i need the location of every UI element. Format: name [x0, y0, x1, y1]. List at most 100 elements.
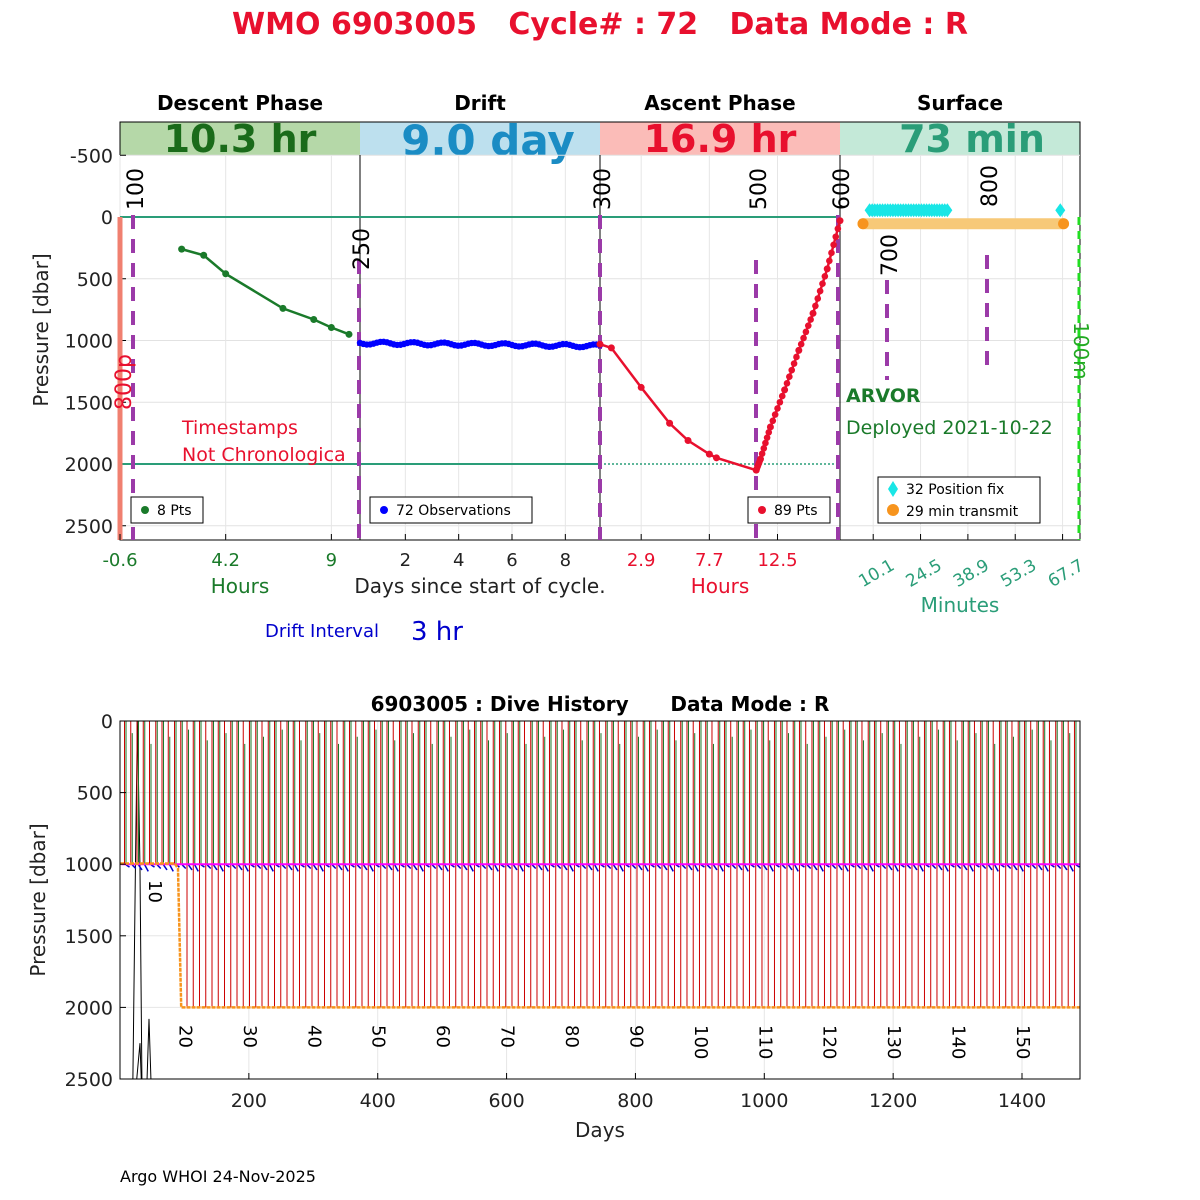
drift-x-axis-label: Days since start of cycle.: [354, 574, 605, 598]
drift-segment: [756, 864, 762, 870]
drift-segment: [1012, 864, 1018, 871]
drift-segment: [356, 864, 362, 870]
x-tick-label: 24.5: [903, 556, 946, 592]
drift-legend: 72 Observations: [369, 496, 533, 524]
drift-segment: [975, 864, 980, 868]
duration-surface: 73 min: [899, 117, 1045, 161]
drift-segment: [156, 864, 162, 870]
drift-interval-value: 3 hr: [411, 617, 463, 647]
phase-title-surface: Surface: [917, 91, 1003, 115]
deployed-date: Deployed 2021-10-22: [846, 417, 1053, 439]
drift-segment: [787, 864, 793, 871]
ascent-point: [666, 419, 674, 427]
drift-segment: [1069, 864, 1074, 872]
drift-segment: [200, 864, 205, 868]
drift-segment: [681, 864, 687, 870]
bottom-x-axis: 200 400 600 800 1000 1200 1400: [231, 1073, 1046, 1112]
cycle-number-label: 140: [948, 1025, 969, 1059]
drift-segment: [237, 864, 243, 871]
drift-segment: [769, 864, 774, 872]
ascent-point: [819, 280, 826, 287]
surface-legend: 32 Position fix 29 min transmit: [877, 476, 1041, 524]
drift-legend-marker: [380, 506, 388, 514]
x-tick-label: -0.6: [102, 550, 137, 571]
drift-segment: [294, 864, 299, 872]
drift-segment: [144, 864, 149, 872]
drift-segment: [962, 864, 968, 871]
top-y-axis-label: Pressure [dbar]: [29, 253, 53, 406]
dive-history-series: [120, 720, 1080, 1080]
drift-segment: [1025, 864, 1030, 868]
drift-segment: [125, 864, 130, 868]
drift-segment: [437, 864, 443, 871]
drift-segment: [781, 864, 787, 870]
ascent-legend-label: 89 Pts: [774, 503, 818, 519]
x-tick-label: 2: [400, 550, 411, 571]
drift-segment: [262, 864, 268, 871]
drift-segment: [825, 864, 830, 868]
cycle-number-label: 80: [561, 1025, 582, 1048]
drift-segment: [419, 864, 424, 872]
x-tick-label: 12.5: [757, 550, 797, 571]
drift-segment: [400, 864, 405, 868]
drift-segment: [569, 864, 574, 872]
ascent-point: [834, 225, 842, 233]
drift-segment: [937, 864, 943, 871]
drift-segment: [956, 864, 962, 870]
ascent-point: [596, 340, 604, 348]
figure-title: WMO 6903005 Cycle# : 72 Data Mode : R: [232, 7, 968, 42]
drift-segment: [519, 864, 524, 872]
descent-point: [279, 304, 287, 312]
ascent-point: [790, 360, 798, 367]
drift-segment: [325, 864, 330, 868]
ascent-point: [788, 366, 796, 374]
x-tick-label: 200: [231, 1090, 267, 1112]
float-type: ARVOR: [846, 385, 921, 407]
drift-segment: [387, 864, 393, 871]
drift-series: [356, 338, 604, 351]
drift-segment: [619, 864, 624, 872]
drift-segment: [887, 864, 893, 871]
drift-segment: [475, 864, 480, 868]
drift-segment: [844, 864, 849, 872]
drift-segment: [706, 864, 712, 870]
drift-segment: [762, 864, 768, 871]
x-tick-label: 6: [506, 550, 517, 571]
drift-segment: [550, 864, 555, 868]
drift-segment: [906, 864, 912, 870]
drift-segment: [375, 864, 380, 868]
ascent-point: [809, 309, 817, 317]
x-tick-label: 67.7: [1045, 556, 1088, 592]
drift-segment: [662, 864, 668, 871]
ascent-point: [823, 265, 831, 273]
cycle-number-label: 40: [303, 1025, 324, 1048]
drift-segment: [800, 864, 805, 868]
drift-segment: [881, 864, 887, 870]
ascent-point: [826, 257, 833, 265]
duration-drift: 9.0 day: [401, 116, 575, 165]
phase-title-ascent: Ascent Phase: [644, 91, 795, 115]
drift-segment: [850, 864, 855, 868]
ascent-point: [762, 439, 769, 447]
ascent-point: [807, 316, 814, 323]
drift-segment: [506, 864, 512, 870]
cycle-number-label: 120: [819, 1025, 840, 1059]
cycle-number-label: 30: [239, 1025, 260, 1048]
top-plot: Descent Phase Drift Ascent Phase Surface…: [29, 91, 1093, 647]
drift-segment: [969, 864, 974, 872]
drift-segment: [431, 864, 437, 870]
drift-segment: [919, 864, 924, 872]
ascent-point: [786, 373, 793, 381]
drift-segment: [406, 864, 412, 870]
drift-segment: [362, 864, 368, 871]
y-tick-label: 0: [101, 711, 113, 733]
left-edge-marker-label: 800p: [112, 354, 137, 410]
cycle-marker-label: 250: [350, 228, 375, 270]
top-y-axis: -500 0 500 1000 1500 2000 2500: [65, 145, 126, 538]
ascent-point: [771, 411, 779, 418]
drift-segment: [287, 864, 293, 871]
drift-segment: [312, 864, 318, 871]
drift-segment: [512, 864, 518, 871]
cycle-number-label: 130: [883, 1025, 904, 1059]
x-tick-label: 9: [326, 550, 337, 571]
